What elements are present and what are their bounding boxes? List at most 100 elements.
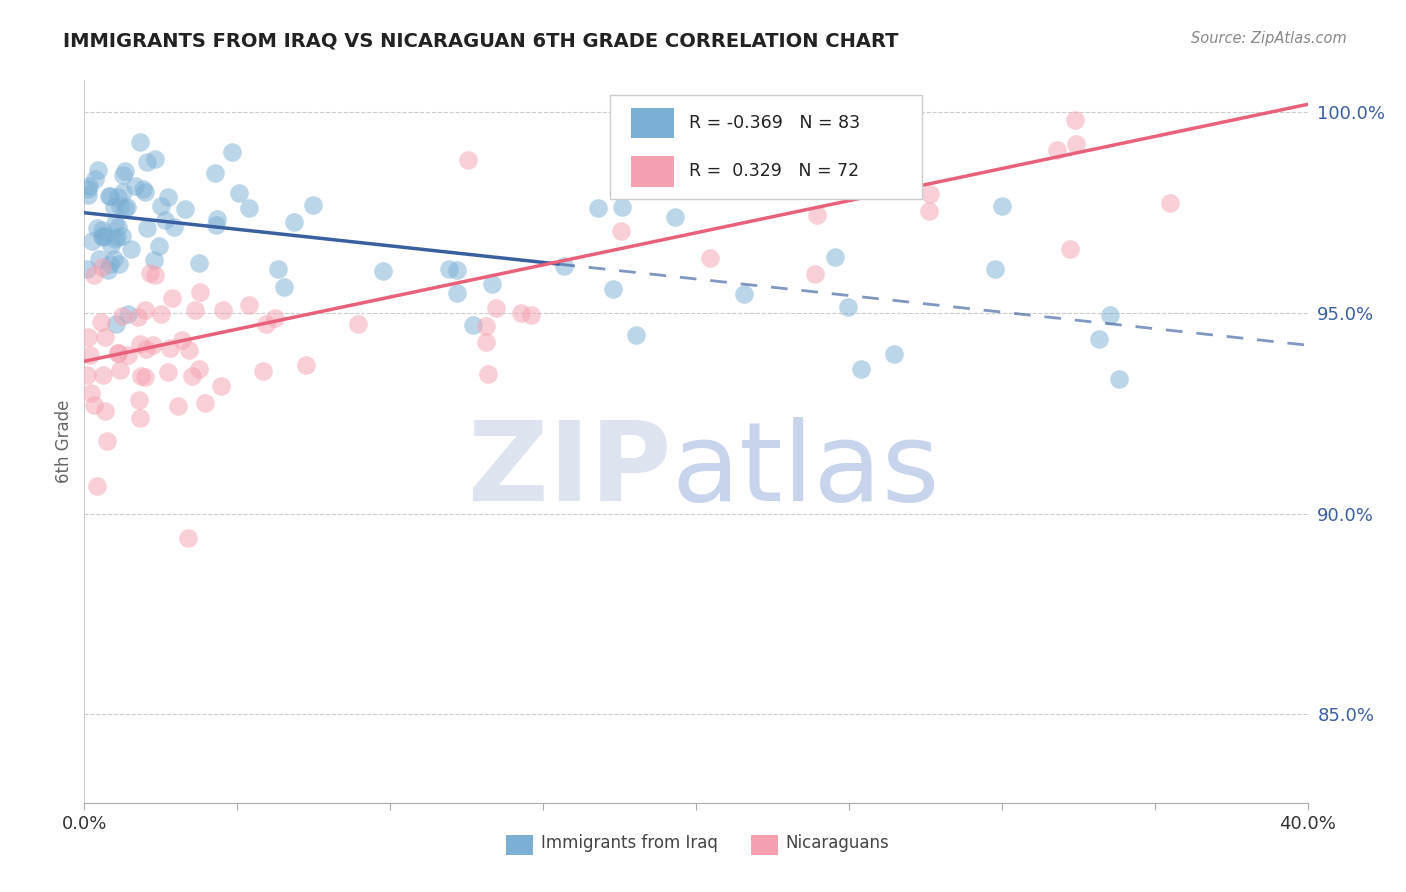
Point xyxy=(177,531,200,545)
Point xyxy=(107,345,129,359)
Point xyxy=(128,136,150,150)
Point xyxy=(84,172,107,186)
Point xyxy=(228,186,250,200)
Point xyxy=(77,182,100,196)
Point xyxy=(134,303,156,318)
Point xyxy=(134,185,156,199)
Point xyxy=(461,318,484,333)
Point xyxy=(1046,143,1069,157)
Point xyxy=(120,242,142,256)
Point xyxy=(142,338,165,352)
Point xyxy=(103,252,125,266)
Point xyxy=(136,221,159,235)
Point xyxy=(156,190,179,204)
Text: R = -0.369   N = 83: R = -0.369 N = 83 xyxy=(689,113,859,132)
Point xyxy=(602,282,624,296)
Point xyxy=(80,385,103,400)
Point xyxy=(160,291,183,305)
Point xyxy=(98,189,121,203)
Y-axis label: 6th Grade: 6th Grade xyxy=(55,400,73,483)
Point xyxy=(107,190,129,204)
Point xyxy=(851,361,873,376)
Point xyxy=(1088,332,1111,346)
Point xyxy=(211,303,233,318)
Point xyxy=(105,318,128,332)
Point xyxy=(1059,242,1081,256)
Point xyxy=(1098,308,1121,322)
Point xyxy=(86,479,108,493)
Point xyxy=(90,315,112,329)
Point xyxy=(153,213,176,227)
Point xyxy=(128,393,150,408)
Point xyxy=(990,199,1012,213)
Point xyxy=(77,330,100,344)
Point xyxy=(254,317,277,331)
Point xyxy=(610,224,633,238)
Point xyxy=(149,307,172,321)
Point xyxy=(127,310,149,324)
Point xyxy=(108,257,131,271)
Point xyxy=(132,182,155,196)
Point xyxy=(156,365,179,379)
Point xyxy=(1066,136,1088,151)
Point xyxy=(205,212,228,227)
Point xyxy=(91,229,114,244)
Point xyxy=(194,396,217,410)
Point xyxy=(510,306,533,320)
Point xyxy=(477,368,499,382)
Point xyxy=(159,341,181,355)
Point xyxy=(267,262,290,277)
Point xyxy=(437,261,460,276)
Bar xyxy=(751,835,778,855)
Point xyxy=(180,368,202,383)
Point xyxy=(138,266,160,280)
Point xyxy=(98,189,121,203)
Point xyxy=(136,155,159,169)
Point xyxy=(86,162,108,177)
Point xyxy=(90,223,112,237)
Point xyxy=(135,342,157,356)
Point xyxy=(107,230,129,244)
Point xyxy=(221,145,243,160)
Bar xyxy=(506,835,533,855)
Point xyxy=(94,228,117,243)
Point xyxy=(896,147,918,161)
Text: ZIP: ZIP xyxy=(468,417,672,524)
Point xyxy=(149,199,172,213)
Point xyxy=(110,363,132,377)
Text: IMMIGRANTS FROM IRAQ VS NICARAGUAN 6TH GRADE CORRELATION CHART: IMMIGRANTS FROM IRAQ VS NICARAGUAN 6TH G… xyxy=(63,31,898,50)
Point xyxy=(128,337,150,351)
Point xyxy=(204,166,226,180)
Point xyxy=(129,368,152,383)
Bar xyxy=(631,156,673,186)
Point xyxy=(94,403,117,417)
Point xyxy=(143,252,166,267)
Point xyxy=(485,301,508,316)
Point xyxy=(103,232,125,246)
Bar xyxy=(631,108,673,138)
Text: Nicaraguans: Nicaraguans xyxy=(786,834,889,852)
Point xyxy=(205,218,228,232)
Point xyxy=(883,347,905,361)
Point xyxy=(699,251,721,265)
Point xyxy=(184,303,207,318)
Point xyxy=(97,263,120,277)
Point xyxy=(664,210,686,224)
Point xyxy=(114,201,136,215)
Point xyxy=(283,215,305,229)
Point xyxy=(371,263,394,277)
Point xyxy=(111,168,134,182)
Point xyxy=(837,301,859,315)
Point xyxy=(457,153,479,168)
Point xyxy=(238,202,260,216)
Point xyxy=(96,434,118,448)
Point xyxy=(111,309,134,323)
Point xyxy=(586,201,609,215)
Point xyxy=(177,343,200,358)
Text: Immigrants from Iraq: Immigrants from Iraq xyxy=(541,834,717,852)
Point xyxy=(252,363,274,377)
Point xyxy=(143,152,166,166)
Point xyxy=(163,220,186,235)
Point xyxy=(117,307,139,321)
Point xyxy=(90,260,112,274)
